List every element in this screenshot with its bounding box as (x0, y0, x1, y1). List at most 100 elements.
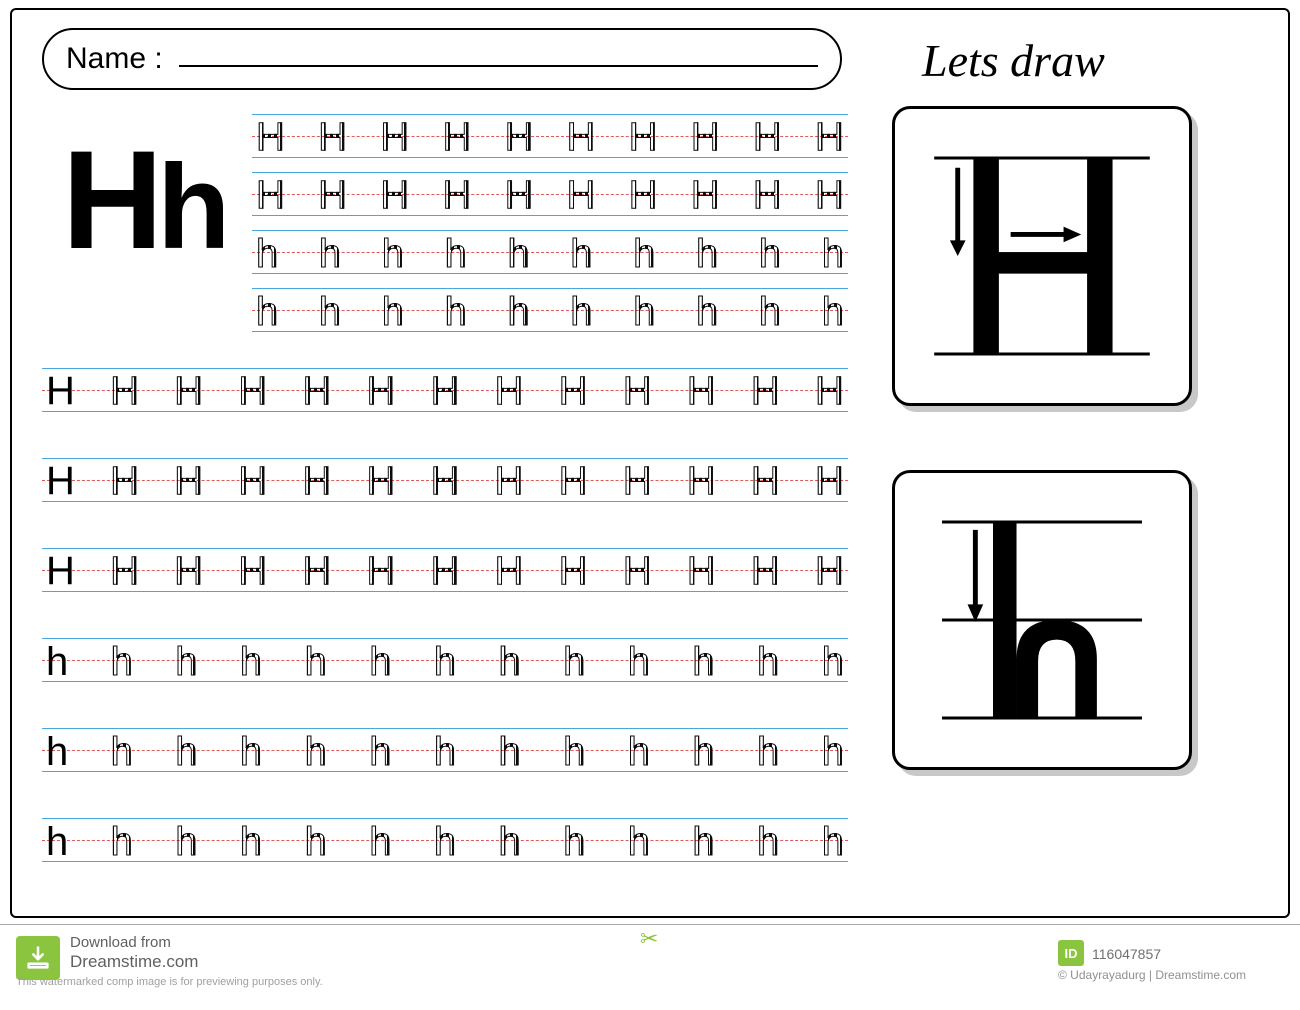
trace-letter-upper: H (318, 174, 347, 216)
trace-letter-lower: h (570, 292, 592, 332)
trace-letter-upper: H (442, 174, 471, 216)
trace-letter-upper: H (815, 116, 844, 158)
trace-letter-upper: H (751, 370, 780, 412)
trace-letter-lower: h (305, 732, 327, 772)
practice-row: hhhhhhhhhh (252, 230, 848, 274)
practice-row: hhhhhhhhhhhhh (42, 818, 848, 862)
trace-letter-upper: H (256, 174, 285, 216)
trace-letter-upper: H (380, 174, 409, 216)
trace-letter-upper: H (380, 116, 409, 158)
trace-letter-upper: H (753, 116, 782, 158)
practice-row: HHHHHHHHHHHHH (42, 548, 848, 592)
fine-print: This watermarked comp image is for previ… (16, 976, 323, 988)
display-letter: Hh (62, 130, 224, 270)
draw-card-lower-h (892, 470, 1192, 770)
trace-letter-lower: h (628, 822, 650, 862)
trace-letter-lower: h (434, 732, 456, 772)
trace-letter-upper: H (302, 550, 331, 592)
practice-block-bottom: HHHHHHHHHHHHHHHHHHHHHHHHHHHHHHHHHHHHHHHh… (42, 368, 848, 908)
trace-letter-upper: H (559, 460, 588, 502)
trace-letter-upper: H (815, 370, 844, 412)
practice-row: HHHHHHHHHHHHH (42, 458, 848, 502)
trace-letter-lower: h (111, 732, 133, 772)
trace-letter-upper: H (430, 550, 459, 592)
download-icon[interactable] (16, 936, 60, 980)
trace-letter-lower: h (822, 642, 844, 682)
download-from-label: Download from (70, 934, 171, 951)
trace-letter-lower: h (692, 732, 714, 772)
trace-letter-upper: H (174, 550, 203, 592)
trace-letter-upper: H (567, 174, 596, 216)
trace-letter-upper: H (687, 370, 716, 412)
draw-card-upper-h (892, 106, 1192, 406)
trace-letter-upper: H (495, 370, 524, 412)
trace-letter-upper: H (256, 116, 285, 158)
trace-letter-lower: h (382, 292, 404, 332)
trace-letter-upper: H (174, 460, 203, 502)
trace-letter-upper: H (238, 460, 267, 502)
trace-letter-upper: H (366, 550, 395, 592)
trace-letter-lower: h (445, 234, 467, 274)
practice-row: hhhhhhhhhhhhh (42, 638, 848, 682)
trace-letter-upper: H (559, 370, 588, 412)
trace-letter-upper: H (174, 370, 203, 412)
practice-row: HHHHHHHHHH (252, 114, 848, 158)
trace-letter-lower: h (507, 292, 529, 332)
trace-letter-upper: H (691, 116, 720, 158)
trace-letter-lower: h (759, 292, 781, 332)
trace-letter-lower: h (759, 234, 781, 274)
trace-letter-lower: h (822, 292, 844, 332)
trace-letter-upper: H (302, 460, 331, 502)
practice-block-top: HHHHHHHHHHHHHHHHHHHHhhhhhhhhhhhhhhhhhhhh (252, 114, 848, 346)
trace-letter-upper: H (751, 550, 780, 592)
practice-row: HHHHHHHHHH (252, 172, 848, 216)
trace-letter-lower: h (628, 642, 650, 682)
trace-letter-upper: H (318, 116, 347, 158)
trace-letter-lower: h (369, 642, 391, 682)
practice-row: HHHHHHHHHHHHH (42, 368, 848, 412)
credit-text: © Udayrayadurg | Dreamstime.com (1058, 968, 1246, 982)
trace-letter-lower: h (240, 642, 262, 682)
trace-letter-upper: H (110, 550, 139, 592)
trace-letter-lower: h (256, 234, 278, 274)
trace-letter-upper: H (751, 460, 780, 502)
trace-letter-lower: h (240, 822, 262, 862)
trace-letter-upper: H (495, 550, 524, 592)
trace-letter-lower: h (570, 234, 592, 274)
trace-letter-upper: H (629, 116, 658, 158)
lets-draw-title: Lets draw (922, 34, 1105, 87)
name-field-box[interactable]: Name : (42, 28, 842, 90)
trace-letter-upper: H (366, 370, 395, 412)
trace-letter-lower: h (696, 292, 718, 332)
trace-letter-lower: h (111, 822, 133, 862)
trace-letter-lower: h (633, 292, 655, 332)
trace-letter-upper: H (687, 460, 716, 502)
trace-letter-upper: H (504, 174, 533, 216)
trace-letter-lower: h (757, 732, 779, 772)
trace-letter-lower: h (498, 732, 520, 772)
trace-letter-lower: h (822, 822, 844, 862)
trace-letter-upper: H (110, 460, 139, 502)
trace-letter-upper: H (623, 460, 652, 502)
practice-row: hhhhhhhhhh (252, 288, 848, 332)
trace-letter-upper: H (629, 174, 658, 216)
trace-letter-lower: h (757, 822, 779, 862)
trace-letter-upper: H (46, 370, 75, 412)
trace-letter-upper: H (495, 460, 524, 502)
display-letter-upper: H (62, 121, 157, 278)
worksheet-page: Name : Lets draw Hh HHHHHHHHHHHHHHHHHHHH… (10, 8, 1290, 918)
trace-letter-upper: H (815, 550, 844, 592)
trace-letter-lower: h (305, 822, 327, 862)
trace-letter-upper: H (815, 174, 844, 216)
brand-label: Dreamstime.com (70, 952, 198, 972)
trace-letter-upper: H (46, 460, 75, 502)
trace-letter-lower: h (822, 234, 844, 274)
trace-letter-upper: H (567, 116, 596, 158)
trace-letter-lower: h (633, 234, 655, 274)
trace-letter-lower: h (563, 822, 585, 862)
trace-letter-upper: H (753, 174, 782, 216)
trace-letter-upper: H (238, 370, 267, 412)
trace-letter-lower: h (175, 732, 197, 772)
trace-letter-lower: h (507, 234, 529, 274)
trace-letter-lower: h (369, 732, 391, 772)
